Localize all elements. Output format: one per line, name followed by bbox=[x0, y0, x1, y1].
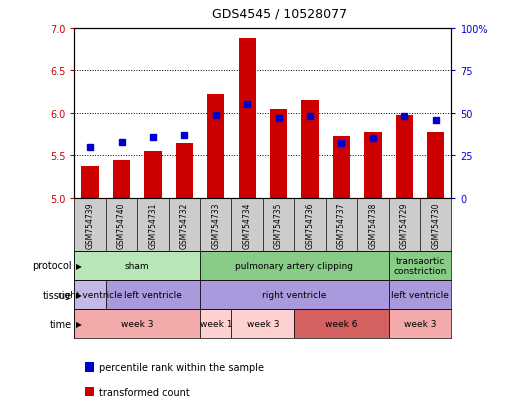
Bar bbox=[427, 132, 444, 198]
Bar bbox=[302, 101, 319, 198]
Bar bbox=[294, 309, 389, 339]
Text: ▶: ▶ bbox=[76, 320, 82, 329]
Text: GSM754739: GSM754739 bbox=[86, 202, 94, 249]
Text: GSM754736: GSM754736 bbox=[306, 202, 314, 249]
Text: right ventricle: right ventricle bbox=[262, 290, 326, 299]
Bar bbox=[389, 251, 451, 280]
Text: GSM754732: GSM754732 bbox=[180, 202, 189, 248]
Text: week 3: week 3 bbox=[247, 320, 279, 329]
Text: GSM754733: GSM754733 bbox=[211, 202, 220, 249]
Bar bbox=[176, 143, 193, 198]
Bar bbox=[200, 309, 231, 339]
Bar bbox=[74, 309, 200, 339]
Text: week 3: week 3 bbox=[404, 320, 436, 329]
Bar bbox=[113, 160, 130, 198]
Text: week 1: week 1 bbox=[200, 320, 232, 329]
Text: GSM754729: GSM754729 bbox=[400, 202, 409, 248]
Bar bbox=[106, 280, 200, 309]
Bar bbox=[389, 309, 451, 339]
Bar bbox=[144, 152, 162, 198]
Text: time: time bbox=[50, 319, 72, 329]
Text: protocol: protocol bbox=[32, 261, 72, 271]
Text: GSM754740: GSM754740 bbox=[117, 202, 126, 249]
Bar bbox=[200, 251, 389, 280]
Bar bbox=[270, 109, 287, 198]
Bar bbox=[389, 280, 451, 309]
Text: GSM754735: GSM754735 bbox=[274, 202, 283, 249]
Bar bbox=[333, 137, 350, 198]
Text: left ventricle: left ventricle bbox=[391, 290, 449, 299]
Text: sham: sham bbox=[125, 261, 150, 271]
Text: left ventricle: left ventricle bbox=[124, 290, 182, 299]
Text: GSM754731: GSM754731 bbox=[148, 202, 157, 248]
Text: transformed count: transformed count bbox=[99, 387, 190, 397]
Bar bbox=[207, 95, 224, 198]
Text: pulmonary artery clipping: pulmonary artery clipping bbox=[235, 261, 353, 271]
Text: ▶: ▶ bbox=[76, 290, 82, 299]
Bar bbox=[364, 132, 382, 198]
Bar bbox=[396, 115, 413, 198]
Text: GSM754737: GSM754737 bbox=[337, 202, 346, 249]
Text: ▶: ▶ bbox=[76, 261, 82, 271]
Text: GDS4545 / 10528077: GDS4545 / 10528077 bbox=[211, 8, 347, 21]
Bar bbox=[231, 309, 294, 339]
Bar bbox=[82, 166, 98, 198]
Text: GSM754730: GSM754730 bbox=[431, 202, 440, 249]
Text: GSM754734: GSM754734 bbox=[243, 202, 252, 249]
Text: week 6: week 6 bbox=[325, 320, 358, 329]
Text: tissue: tissue bbox=[43, 290, 72, 300]
Text: right ventricle: right ventricle bbox=[58, 290, 122, 299]
Text: percentile rank within the sample: percentile rank within the sample bbox=[99, 362, 264, 372]
Text: transaortic
constriction: transaortic constriction bbox=[393, 256, 447, 275]
Bar bbox=[200, 280, 389, 309]
Bar bbox=[74, 280, 106, 309]
Text: GSM754738: GSM754738 bbox=[368, 202, 378, 248]
Text: week 3: week 3 bbox=[121, 320, 153, 329]
Bar bbox=[239, 39, 256, 198]
Bar bbox=[74, 251, 200, 280]
